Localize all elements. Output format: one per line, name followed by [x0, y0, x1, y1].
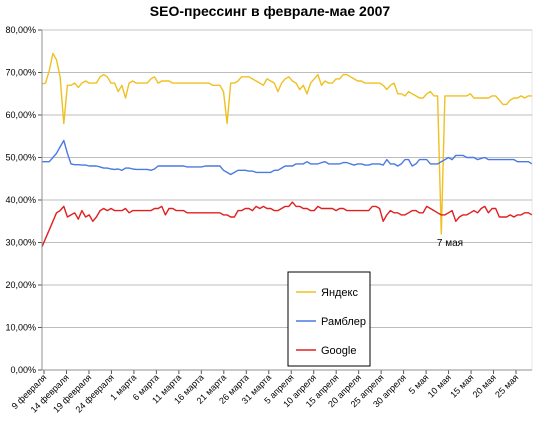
legend-label: Яндекс [321, 287, 358, 299]
series-line-Google [41, 201, 533, 248]
series-line-Рамблер [42, 139, 533, 176]
y-tick-label: 0,00% [10, 365, 36, 375]
x-tick-label: 15 мая [448, 372, 475, 399]
y-tick-label: 50,00% [5, 153, 36, 163]
axes [41, 29, 533, 371]
legend: Яндекс Рамблер Google [287, 271, 371, 367]
series-line-Яндекс [41, 52, 532, 235]
plot-area-border [41, 29, 533, 371]
chart-title: SEO-прессинг в феврале-мае 2007 [150, 3, 391, 19]
y-tick-label: 60,00% [5, 110, 36, 120]
x-tick-label: 10 мая [426, 372, 453, 399]
grid-lines [42, 29, 532, 371]
series-lines [41, 52, 533, 248]
y-tick-label: 70,00% [5, 68, 36, 78]
annotation-label: 7 мая [437, 238, 463, 249]
y-tick-label: 80,00% [5, 25, 36, 35]
y-tick-label: 20,00% [5, 280, 36, 290]
legend-box [287, 271, 371, 367]
legend-label: Рамблер [321, 316, 366, 328]
x-tick-label: 20 мая [471, 372, 498, 399]
y-tick-label: 40,00% [5, 195, 36, 205]
legend-label: Google [321, 345, 356, 357]
y-tick-label: 30,00% [5, 238, 36, 248]
y-tick-label: 10,00% [5, 323, 36, 333]
y-axis-ticks: 0,00% 10,00% 20,00% 30,00% 40,00% 50,00% 60,00… [5, 25, 42, 375]
x-tick-label: 25 мая [493, 372, 520, 399]
